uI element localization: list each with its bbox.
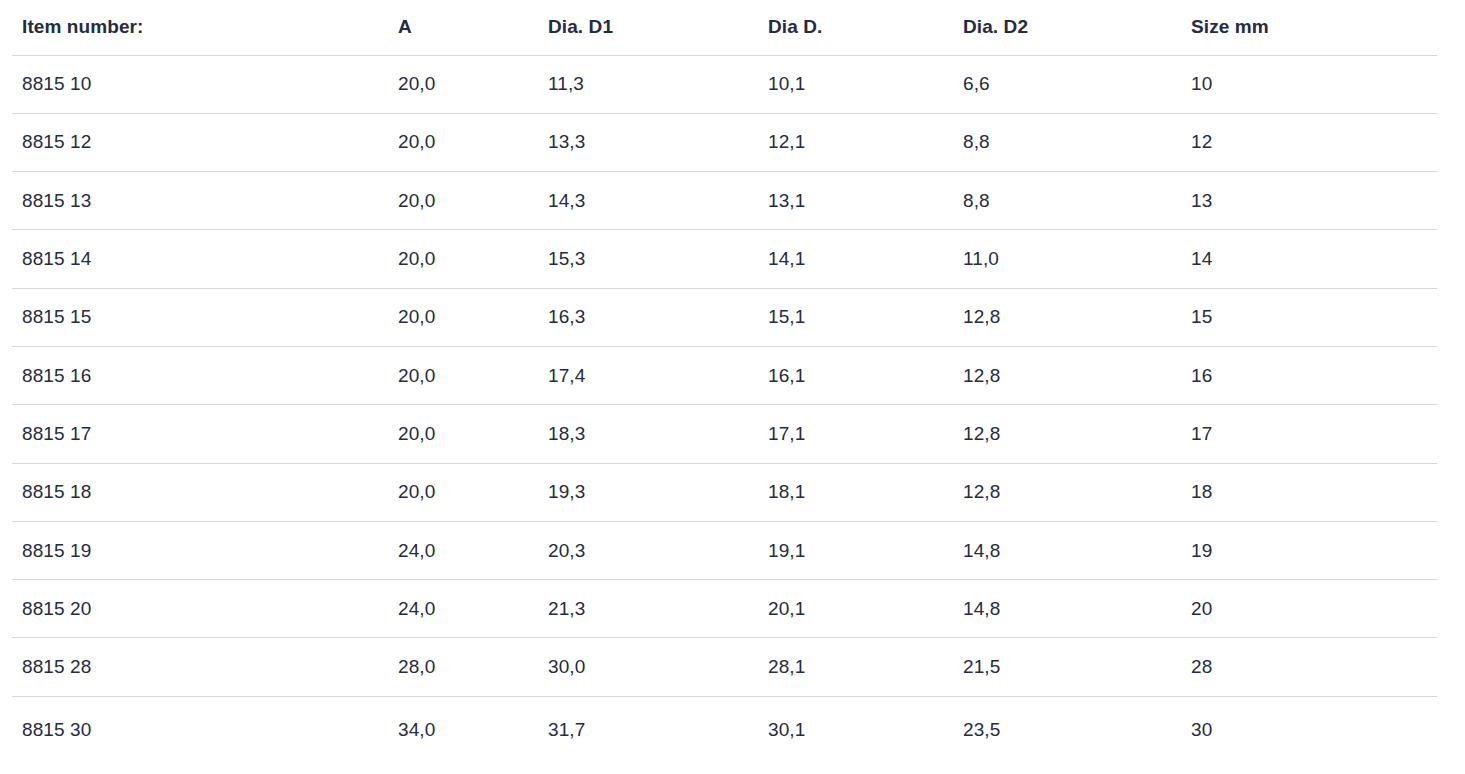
table-row: 8815 19 24,0 20,3 19,1 14,8 19: [12, 521, 1437, 579]
cell-size-mm: 12: [1181, 113, 1437, 171]
cell-size-mm: 28: [1181, 638, 1437, 696]
cell-a: 34,0: [388, 696, 538, 762]
cell-item-number: 8815 19: [12, 521, 388, 579]
cell-size-mm: 19: [1181, 521, 1437, 579]
product-spec-table-section: Item number: A Dia. D1 Dia D. Dia. D2 Si…: [0, 0, 1465, 762]
table-row: 8815 10 20,0 11,3 10,1 6,6 10: [12, 55, 1437, 113]
table-row: 8815 13 20,0 14,3 13,1 8,8 13: [12, 172, 1437, 230]
cell-dia-d2: 12,8: [953, 405, 1181, 463]
column-header-item-number: Item number:: [12, 0, 388, 55]
cell-dia-d1: 19,3: [538, 463, 758, 521]
table-header-row: Item number: A Dia. D1 Dia D. Dia. D2 Si…: [12, 0, 1437, 55]
column-header-dia-d: Dia D.: [758, 0, 953, 55]
cell-dia-d: 10,1: [758, 55, 953, 113]
cell-a: 20,0: [388, 172, 538, 230]
cell-a: 20,0: [388, 55, 538, 113]
table-row: 8815 20 24,0 21,3 20,1 14,8 20: [12, 580, 1437, 638]
cell-size-mm: 20: [1181, 580, 1437, 638]
cell-size-mm: 13: [1181, 172, 1437, 230]
cell-item-number: 8815 30: [12, 696, 388, 762]
column-header-a: A: [388, 0, 538, 55]
cell-dia-d2: 12,8: [953, 463, 1181, 521]
cell-dia-d: 16,1: [758, 346, 953, 404]
cell-item-number: 8815 17: [12, 405, 388, 463]
table-row: 8815 14 20,0 15,3 14,1 11,0 14: [12, 230, 1437, 288]
cell-dia-d1: 31,7: [538, 696, 758, 762]
cell-dia-d2: 14,8: [953, 580, 1181, 638]
cell-item-number: 8815 28: [12, 638, 388, 696]
cell-dia-d1: 30,0: [538, 638, 758, 696]
cell-dia-d: 17,1: [758, 405, 953, 463]
cell-dia-d2: 6,6: [953, 55, 1181, 113]
cell-dia-d1: 17,4: [538, 346, 758, 404]
cell-dia-d: 30,1: [758, 696, 953, 762]
cell-item-number: 8815 14: [12, 230, 388, 288]
cell-dia-d2: 8,8: [953, 113, 1181, 171]
table-row: 8815 15 20,0 16,3 15,1 12,8 15: [12, 288, 1437, 346]
cell-item-number: 8815 18: [12, 463, 388, 521]
column-header-dia-d1: Dia. D1: [538, 0, 758, 55]
table-row: 8815 28 28,0 30,0 28,1 21,5 28: [12, 638, 1437, 696]
cell-item-number: 8815 12: [12, 113, 388, 171]
cell-dia-d1: 15,3: [538, 230, 758, 288]
product-spec-table: Item number: A Dia. D1 Dia D. Dia. D2 Si…: [12, 0, 1437, 762]
cell-dia-d: 13,1: [758, 172, 953, 230]
table-row: 8815 17 20,0 18,3 17,1 12,8 17: [12, 405, 1437, 463]
cell-a: 20,0: [388, 405, 538, 463]
cell-size-mm: 10: [1181, 55, 1437, 113]
cell-item-number: 8815 15: [12, 288, 388, 346]
cell-dia-d: 20,1: [758, 580, 953, 638]
cell-dia-d1: 13,3: [538, 113, 758, 171]
table-body: 8815 10 20,0 11,3 10,1 6,6 10 8815 12 20…: [12, 55, 1437, 762]
cell-size-mm: 30: [1181, 696, 1437, 762]
cell-item-number: 8815 16: [12, 346, 388, 404]
column-header-size-mm: Size mm: [1181, 0, 1437, 55]
cell-dia-d2: 14,8: [953, 521, 1181, 579]
cell-size-mm: 16: [1181, 346, 1437, 404]
cell-dia-d1: 20,3: [538, 521, 758, 579]
cell-a: 20,0: [388, 463, 538, 521]
cell-dia-d: 28,1: [758, 638, 953, 696]
cell-dia-d: 15,1: [758, 288, 953, 346]
cell-a: 20,0: [388, 230, 538, 288]
cell-dia-d1: 21,3: [538, 580, 758, 638]
cell-dia-d1: 18,3: [538, 405, 758, 463]
cell-a: 24,0: [388, 580, 538, 638]
table-row: 8815 30 34,0 31,7 30,1 23,5 30: [12, 696, 1437, 762]
cell-dia-d: 14,1: [758, 230, 953, 288]
cell-dia-d2: 11,0: [953, 230, 1181, 288]
table-header: Item number: A Dia. D1 Dia D. Dia. D2 Si…: [12, 0, 1437, 55]
cell-dia-d: 12,1: [758, 113, 953, 171]
cell-a: 24,0: [388, 521, 538, 579]
cell-dia-d: 19,1: [758, 521, 953, 579]
cell-item-number: 8815 10: [12, 55, 388, 113]
table-row: 8815 12 20,0 13,3 12,1 8,8 12: [12, 113, 1437, 171]
cell-item-number: 8815 13: [12, 172, 388, 230]
table-row: 8815 18 20,0 19,3 18,1 12,8 18: [12, 463, 1437, 521]
cell-size-mm: 17: [1181, 405, 1437, 463]
cell-a: 20,0: [388, 113, 538, 171]
table-row: 8815 16 20,0 17,4 16,1 12,8 16: [12, 346, 1437, 404]
cell-dia-d: 18,1: [758, 463, 953, 521]
cell-a: 28,0: [388, 638, 538, 696]
cell-dia-d2: 12,8: [953, 346, 1181, 404]
cell-size-mm: 18: [1181, 463, 1437, 521]
cell-dia-d1: 11,3: [538, 55, 758, 113]
cell-a: 20,0: [388, 346, 538, 404]
cell-size-mm: 14: [1181, 230, 1437, 288]
column-header-dia-d2: Dia. D2: [953, 0, 1181, 55]
cell-a: 20,0: [388, 288, 538, 346]
cell-dia-d2: 21,5: [953, 638, 1181, 696]
cell-size-mm: 15: [1181, 288, 1437, 346]
cell-dia-d1: 14,3: [538, 172, 758, 230]
cell-dia-d2: 12,8: [953, 288, 1181, 346]
cell-dia-d2: 23,5: [953, 696, 1181, 762]
cell-item-number: 8815 20: [12, 580, 388, 638]
cell-dia-d2: 8,8: [953, 172, 1181, 230]
cell-dia-d1: 16,3: [538, 288, 758, 346]
